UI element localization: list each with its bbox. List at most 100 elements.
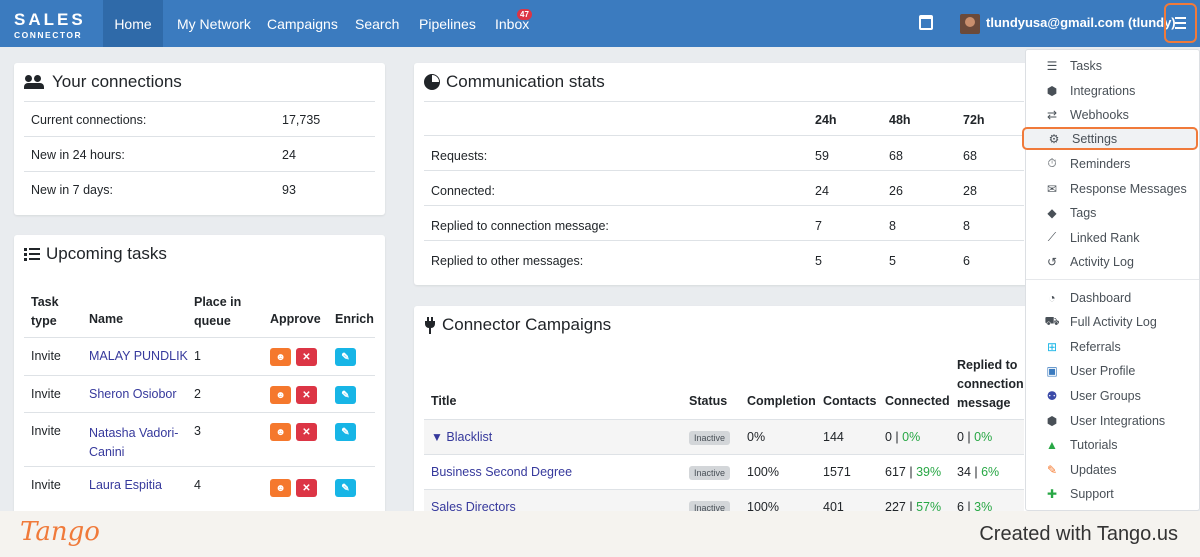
col-status: Status (689, 394, 728, 408)
user-account-label[interactable]: tlundyusa@gmail.com (tlundy) (986, 15, 1176, 30)
col-replied: Replied to connection message (957, 358, 1024, 410)
menu-item-settings[interactable]: ⚙ Settings (1022, 127, 1198, 150)
menu-item-user-integrations[interactable]: ⬢ User Integrations (1026, 409, 1199, 432)
menu-item-support[interactable]: ✚ Support (1026, 482, 1199, 505)
menu-item-referrals[interactable]: ⊞ Referrals (1026, 335, 1199, 358)
hamburger-menu-button[interactable] (1164, 3, 1197, 43)
table-row: Invite Sheron Osiobor 2 ☻ ✕ ✎ (24, 375, 375, 412)
task-name-link[interactable]: Sheron Osiobor (89, 387, 177, 401)
col-completion: Completion (747, 394, 816, 408)
nav-campaigns[interactable]: Campaigns (267, 15, 338, 32)
enrich-button[interactable]: ✎ (335, 348, 356, 366)
connected-value: 0 | 0% (885, 430, 921, 444)
tags-icon: ◆ (1047, 205, 1057, 220)
sales-connector-logo[interactable]: SALES CONNECTOR (14, 10, 86, 40)
avatar[interactable] (960, 14, 980, 34)
stats-title: Communication stats (424, 72, 605, 92)
nav-pipelines[interactable]: Pipelines (419, 15, 476, 32)
top-navbar: SALES CONNECTOR Home My Network Campaign… (0, 0, 1200, 47)
menu-item-tutorials[interactable]: ▲ Tutorials (1026, 433, 1199, 456)
menu-divider (1026, 279, 1199, 280)
approve-button[interactable]: ☻ (270, 348, 291, 366)
campaign-title-link[interactable]: Sales Directors (431, 500, 516, 514)
plug-icon (424, 316, 436, 334)
connector-campaigns-card: Connector Campaigns Title Status Complet… (414, 306, 1034, 526)
menu-item-activity-log[interactable]: ↺ Activity Log (1026, 250, 1199, 273)
life-ring-icon: ✚ (1046, 486, 1058, 501)
menu-item-dashboard[interactable]: ◔ Dashboard (1026, 286, 1199, 309)
campaign-title-link[interactable]: ▼ Blacklist (431, 430, 493, 444)
nav-my-network[interactable]: My Network (177, 15, 251, 32)
task-name-link[interactable]: Natasha Vadori-Canini (89, 426, 179, 459)
replied-value: 6 | 3% (957, 500, 993, 514)
connections-card: Your connections Current connections: 17… (14, 63, 385, 215)
menu-item-user-profile[interactable]: ▣ User Profile (1026, 359, 1199, 382)
graduation-cap-icon: ▲ (1046, 437, 1058, 452)
replied-value: 34 | 6% (957, 465, 1000, 479)
menu-item-reminders[interactable]: ⏱ Reminders (1026, 152, 1199, 175)
enrich-button[interactable]: ✎ (335, 423, 356, 441)
col-title: Title (431, 394, 457, 408)
campaigns-title: Connector Campaigns (424, 315, 611, 335)
reject-button[interactable]: ✕ (296, 386, 317, 404)
tasks-title: Upcoming tasks (24, 244, 167, 264)
table-row: Connected: 24 26 28 (424, 170, 1024, 205)
table-row: Business Second Degree Inactive 100% 157… (424, 454, 1024, 489)
enrich-button[interactable]: ✎ (335, 479, 356, 497)
table-row: Invite Laura Espitia 4 ☻ ✕ ✎ (24, 466, 375, 506)
nav-search[interactable]: Search (355, 15, 400, 32)
menu-item-full-activity-log[interactable]: ⛟ Full Activity Log (1044, 313, 1157, 329)
menu-item-tags[interactable]: ◆ Tags (1026, 201, 1199, 224)
calendar-icon[interactable] (919, 15, 933, 30)
table-row: ▼ Blacklist Inactive 0% 144 0 | 0% 0 | 0… (424, 419, 1024, 454)
cogs-icon: ⚙ (1048, 131, 1060, 146)
task-name-link[interactable]: MALAY PUNDLIK (89, 349, 188, 363)
col-approve: Approve (270, 312, 321, 326)
menu-item-webhooks[interactable]: ⇄ Webhooks (1026, 103, 1199, 126)
stats-header-row: 24h 48h 72h (424, 101, 1024, 135)
menu-item-user-groups[interactable]: ⚉ User Groups (1026, 384, 1199, 407)
users-icon (24, 75, 46, 89)
menu-item-integrations[interactable]: ⬢ Integrations (1026, 79, 1199, 102)
reject-button[interactable]: ✕ (296, 423, 317, 441)
replied-value: 0 | 0% (957, 430, 993, 444)
menu-item-tasks[interactable]: ☰ Tasks (1026, 54, 1199, 77)
status-badge: Inactive (689, 466, 731, 480)
col-name: Name (89, 312, 124, 326)
nav-inbox[interactable]: Inbox 47 (495, 0, 555, 47)
nav-home[interactable]: Home (103, 0, 163, 47)
filter-icon: ▼ (431, 430, 443, 444)
connections-title: Your connections (24, 72, 182, 92)
approve-button[interactable]: ☻ (270, 423, 291, 441)
mail-bulk-icon: ✉ (1046, 181, 1058, 196)
chart-line-icon: ⟋ (1047, 230, 1057, 244)
col-place: Place in queue (194, 295, 242, 328)
reject-button[interactable]: ✕ (296, 348, 317, 366)
shuffle-icon: ⇄ (1046, 107, 1058, 122)
pie-chart-icon (424, 74, 440, 90)
enrich-button[interactable]: ✎ (335, 386, 356, 404)
tasks-icon: ☰ (1046, 58, 1058, 73)
approve-button[interactable]: ☻ (270, 479, 291, 497)
upcoming-tasks-card: Upcoming tasks Task type Name Place in q… (14, 235, 385, 525)
task-name-link[interactable]: Laura Espitia (89, 478, 162, 492)
tachometer-icon: ◔ (1048, 290, 1056, 305)
campaign-title-link[interactable]: Business Second Degree (431, 465, 573, 479)
communication-stats-card: Communication stats 24h 48h 72h Requests… (414, 63, 1034, 285)
status-badge: Inactive (689, 431, 731, 445)
tango-logo: Tango (20, 517, 100, 547)
menu-item-response-messages[interactable]: ✉ Response Messages (1026, 177, 1199, 200)
created-with-text: Created with Tango.us (979, 523, 1178, 545)
menu-item-linked-rank[interactable]: ⟋ Linked Rank (1026, 226, 1199, 249)
inbox-count-badge: 47 (517, 9, 532, 20)
approve-button[interactable]: ☻ (270, 386, 291, 404)
menu-item-updates[interactable]: ✎ Updates (1026, 458, 1199, 481)
users-cog-icon: ⚉ (1046, 388, 1058, 403)
truck-clock-icon: ⛟ (1044, 313, 1060, 328)
connections-row: New in 24 hours: 24 (24, 136, 375, 171)
col-task-type: Task type (31, 295, 59, 328)
cubes-icon: ⬢ (1046, 83, 1058, 98)
pencil-icon: ✎ (1046, 462, 1058, 477)
reject-button[interactable]: ✕ (296, 479, 317, 497)
table-row: Replied to other messages: 5 5 6 (424, 240, 1024, 275)
